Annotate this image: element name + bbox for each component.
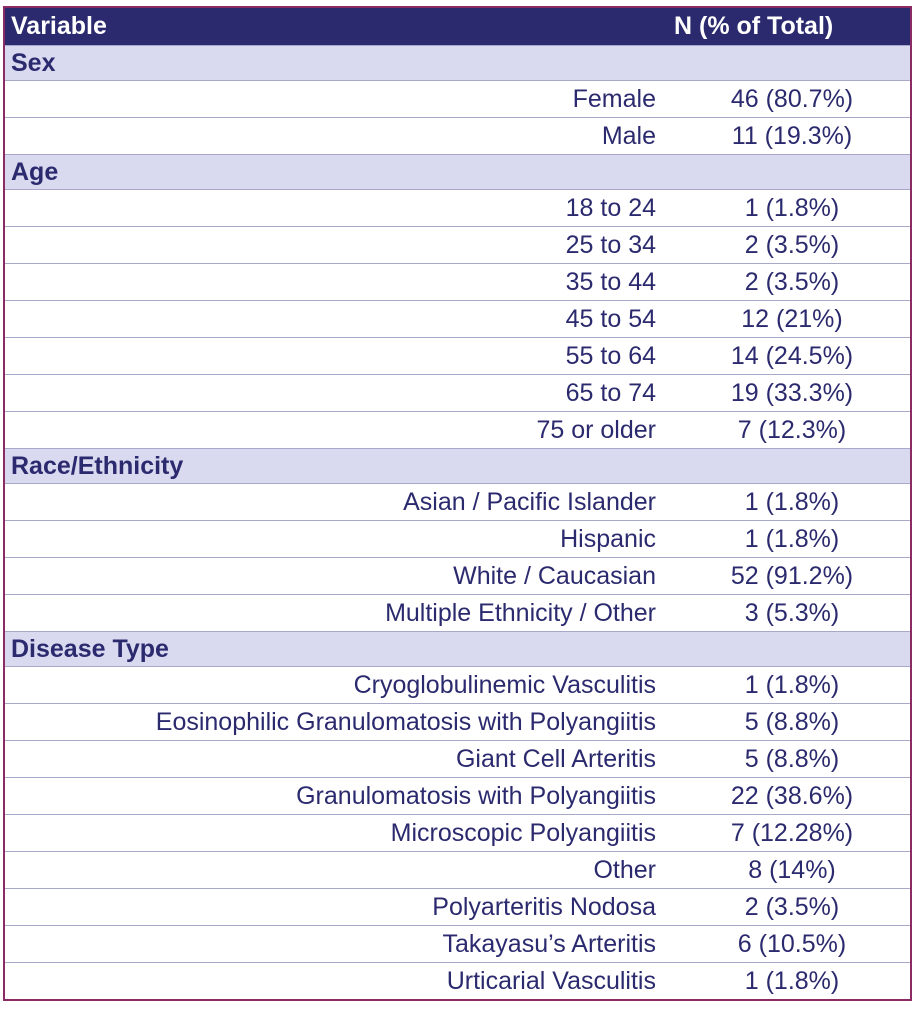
row-value: 12 (21%) xyxy=(741,304,843,333)
table-row: 75 or older 7 (12.3%) xyxy=(5,411,910,448)
row-value: 1 (1.8%) xyxy=(744,670,840,699)
table-row: 55 to 64 14 (24.5%) xyxy=(5,337,910,374)
table-row: 65 to 74 19 (33.3%) xyxy=(5,374,910,411)
row-value: 7 (12.3%) xyxy=(737,415,847,444)
row-label: Female xyxy=(572,84,656,113)
table-row: Hispanic 1 (1.8%) xyxy=(5,520,910,557)
table-row: Polyarteritis Nodosa 2 (3.5%) xyxy=(5,888,910,925)
row-label: Urticarial Vasculitis xyxy=(446,966,656,995)
row-label: Other xyxy=(593,855,656,884)
table-row: 45 to 54 12 (21%) xyxy=(5,300,910,337)
row-label: 35 to 44 xyxy=(565,267,656,296)
row-label: White / Caucasian xyxy=(453,561,656,590)
section-header: Sex xyxy=(5,45,910,80)
row-value: 14 (24.5%) xyxy=(730,341,854,370)
row-value: 6 (10.5%) xyxy=(737,929,847,958)
table-row: Eosinophilic Granulomatosis with Polyang… xyxy=(5,703,910,740)
row-value: 46 (80.7%) xyxy=(730,84,854,113)
table-row: Urticarial Vasculitis 1 (1.8%) xyxy=(5,962,910,999)
row-label: 55 to 64 xyxy=(565,341,656,370)
row-value: 52 (91.2%) xyxy=(730,561,854,590)
table-row: Giant Cell Arteritis 5 (8.8%) xyxy=(5,740,910,777)
table-row: Takayasu’s Arteritis 6 (10.5%) xyxy=(5,925,910,962)
row-value: 1 (1.8%) xyxy=(744,193,840,222)
row-value: 11 (19.3%) xyxy=(731,121,853,150)
row-value: 1 (1.8%) xyxy=(744,966,840,995)
row-label: Asian / Pacific Islander xyxy=(403,487,656,516)
row-value: 2 (3.5%) xyxy=(744,267,840,296)
row-value: 2 (3.5%) xyxy=(744,892,840,921)
header-variable: Variable xyxy=(11,12,107,40)
row-value: 22 (38.6%) xyxy=(730,781,854,810)
table-body: Sex Female 46 (80.7%) Male 11 (19.3%) Age 18 t… xyxy=(5,45,910,999)
table-row: 35 to 44 2 (3.5%) xyxy=(5,263,910,300)
row-label: Microscopic Polyangiitis xyxy=(390,818,656,847)
row-label: 25 to 34 xyxy=(565,230,656,259)
row-label: Takayasu’s Arteritis xyxy=(442,929,656,958)
row-label: Cryoglobulinemic Vasculitis xyxy=(353,670,656,699)
table-row: Multiple Ethnicity / Other 3 (5.3%) xyxy=(5,594,910,631)
table-row: Female 46 (80.7%) xyxy=(5,80,910,117)
table-row: White / Caucasian 52 (91.2%) xyxy=(5,557,910,594)
row-value: 3 (5.3%) xyxy=(744,598,840,627)
row-label: 18 to 24 xyxy=(565,193,656,222)
row-label: Granulomatosis with Polyangiitis xyxy=(296,781,656,810)
section-header: Race/Ethnicity xyxy=(5,448,910,483)
row-label: Male xyxy=(601,121,656,150)
row-label: Polyarteritis Nodosa xyxy=(432,892,656,921)
section-header: Disease Type xyxy=(5,631,910,666)
row-label: Giant Cell Arteritis xyxy=(455,744,656,773)
table-header: Variable N (% of Total) xyxy=(5,8,910,45)
row-value: 19 (33.3%) xyxy=(730,378,854,407)
table-row: Other 8 (14%) xyxy=(5,851,910,888)
row-value: 1 (1.8%) xyxy=(744,487,840,516)
table-row: Asian / Pacific Islander 1 (1.8%) xyxy=(5,483,910,520)
table-row: Microscopic Polyangiitis 7 (12.28%) xyxy=(5,814,910,851)
row-label: 65 to 74 xyxy=(565,378,656,407)
row-label: Hispanic xyxy=(560,524,656,553)
table-row: Granulomatosis with Polyangiitis 22 (38.6… xyxy=(5,777,910,814)
row-label: 75 or older xyxy=(536,415,656,444)
row-label: Multiple Ethnicity / Other xyxy=(385,598,656,627)
row-value: 2 (3.5%) xyxy=(744,230,840,259)
table-row: Cryoglobulinemic Vasculitis 1 (1.8%) xyxy=(5,666,910,703)
row-value: 8 (14%) xyxy=(748,855,836,884)
demographics-table: Variable N (% of Total) Sex Female 46 (80.… xyxy=(3,6,912,1001)
row-value: 5 (8.8%) xyxy=(744,744,840,773)
table-row: 25 to 34 2 (3.5%) xyxy=(5,226,910,263)
section-header: Age xyxy=(5,154,910,189)
table-row: 18 to 24 1 (1.8%) xyxy=(5,189,910,226)
header-n-percent: N (% of Total) xyxy=(674,12,834,40)
row-value: 7 (12.28%) xyxy=(730,818,854,847)
table-row: Male 11 (19.3%) xyxy=(5,117,910,154)
row-label: Eosinophilic Granulomatosis with Polyang… xyxy=(155,707,656,736)
row-value: 1 (1.8%) xyxy=(744,524,840,553)
row-value: 5 (8.8%) xyxy=(744,707,840,736)
row-label: 45 to 54 xyxy=(565,304,656,333)
